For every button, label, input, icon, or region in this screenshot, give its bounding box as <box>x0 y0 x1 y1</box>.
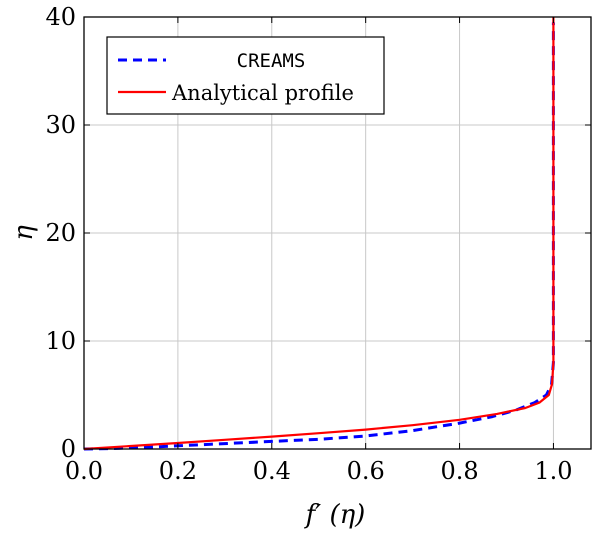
series-layer <box>83 17 555 451</box>
x-tick-label: 0.2 <box>159 457 197 485</box>
x-tick-label: 0.0 <box>65 457 103 485</box>
y-tick-label: 40 <box>45 3 76 31</box>
y-tick-label: 20 <box>45 219 76 247</box>
x-tick-label: 0.8 <box>440 457 478 485</box>
legend: CREAMS Analytical profile <box>106 36 385 115</box>
y-tick-label: 0 <box>61 435 76 463</box>
x-tick-label: 1.0 <box>534 457 572 485</box>
series-line-analytical <box>83 17 555 451</box>
y-tick-labels: 0 10 20 30 40 <box>45 3 76 463</box>
legend-label-analytical: Analytical profile <box>171 81 354 105</box>
x-tick-labels: 0.0 0.2 0.4 0.6 0.8 1.0 <box>65 457 573 485</box>
x-tick-label: 0.6 <box>347 457 385 485</box>
legend-box <box>106 36 385 115</box>
series-line-creams <box>83 22 555 451</box>
y-tick-label: 10 <box>45 327 76 355</box>
legend-label-creams: CREAMS <box>237 50 306 72</box>
x-tick-label: 0.4 <box>253 457 291 485</box>
y-axis-label: η <box>9 225 39 241</box>
x-axis-label: f′ (η) <box>304 500 366 530</box>
tick-marks <box>83 16 591 450</box>
y-tick-label: 30 <box>45 111 76 139</box>
